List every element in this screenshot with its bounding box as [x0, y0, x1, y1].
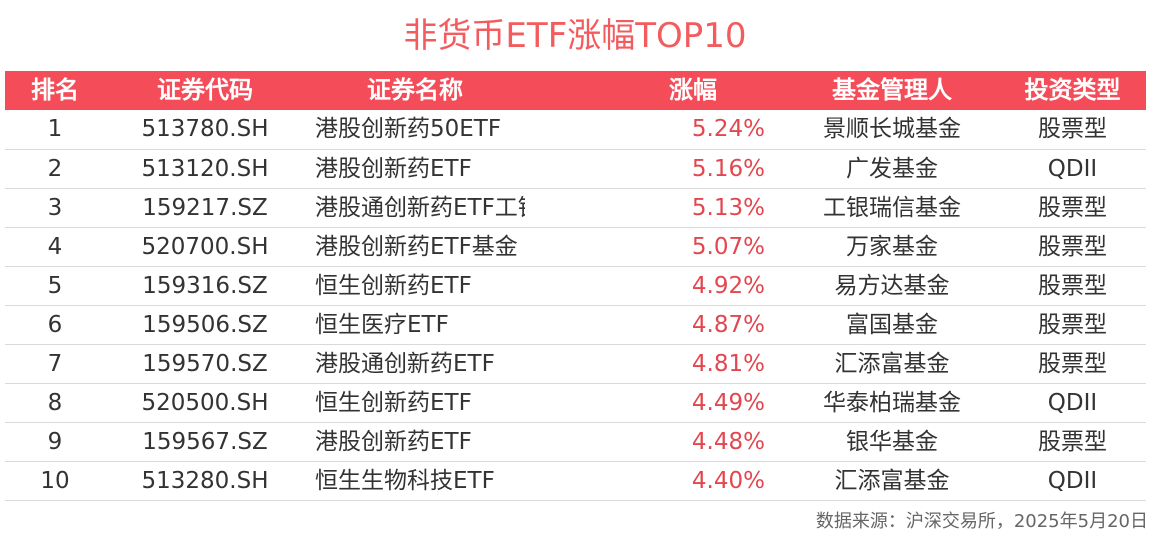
type-cell: 股票型	[999, 110, 1146, 150]
table-row: 2 513120.SH 港股创新药ETF 5.16% 广发基金 QDII	[5, 149, 1146, 189]
table-row: 3 159217.SZ 港股通创新药ETF工银 5.13% 工银瑞信基金 股票型	[5, 188, 1146, 228]
code-cell: 520500.SH	[105, 383, 305, 423]
change-cell: 4.48%	[525, 422, 785, 462]
name-cell: 恒生医疗ETF	[305, 305, 525, 345]
name-cell: 港股创新药ETF	[305, 149, 525, 189]
table-row: 10 513280.SH 恒生生物科技ETF 4.40% 汇添富基金 QDII	[5, 461, 1146, 501]
manager-cell: 工银瑞信基金	[785, 188, 999, 228]
table-row: 4 520700.SH 港股创新药ETF基金 5.07% 万家基金 股票型	[5, 227, 1146, 267]
change-cell: 5.13%	[525, 188, 785, 228]
change-cell: 4.92%	[525, 266, 785, 306]
data-source-note: 数据来源：沪深交易所，2025年5月20日	[815, 511, 1148, 532]
header-manager: 基金管理人	[832, 76, 952, 104]
type-cell: 股票型	[999, 422, 1146, 462]
code-cell: 513120.SH	[105, 149, 305, 189]
header-name: 证券名称	[367, 76, 463, 104]
manager-cell: 银华基金	[785, 422, 999, 462]
code-cell: 513780.SH	[105, 110, 305, 150]
name-cell: 港股创新药ETF基金	[305, 227, 525, 267]
name-cell: 港股通创新药ETF	[305, 344, 525, 384]
header-type: 投资类型	[1024, 76, 1121, 104]
type-cell: 股票型	[999, 305, 1146, 345]
table-row: 1 513780.SH 港股创新药50ETF 5.24% 景顺长城基金 股票型	[5, 110, 1146, 150]
change-cell: 4.40%	[525, 461, 785, 501]
code-cell: 520700.SH	[105, 227, 305, 267]
rank-cell: 1	[5, 110, 105, 150]
manager-cell: 富国基金	[785, 305, 999, 345]
name-cell: 港股创新药50ETF	[305, 110, 525, 150]
page-title: 非货币ETF涨幅TOP10	[403, 16, 747, 56]
table-header: 排名 证券代码 证券名称 涨幅 基金管理人 投资类型	[5, 71, 1146, 110]
etf-ranking-table: 排名 证券代码 证券名称 涨幅 基金管理人 投资类型 1 513780.SH 港股创…	[5, 71, 1146, 501]
manager-cell: 景顺长城基金	[785, 110, 999, 150]
manager-cell: 广发基金	[785, 149, 999, 189]
name-cell: 恒生创新药ETF	[305, 266, 525, 306]
change-cell: 5.24%	[525, 110, 785, 150]
type-cell: 股票型	[999, 227, 1146, 267]
manager-cell: 万家基金	[785, 227, 999, 267]
type-cell: QDII	[999, 149, 1146, 189]
manager-cell: 汇添富基金	[785, 461, 999, 501]
header-rank: 排名	[31, 76, 79, 104]
change-cell: 5.07%	[525, 227, 785, 267]
code-cell: 159567.SZ	[105, 422, 305, 462]
table-row: 5 159316.SZ 恒生创新药ETF 4.92% 易方达基金 股票型	[5, 266, 1146, 306]
header-change: 涨幅	[669, 76, 717, 104]
rank-cell: 4	[5, 227, 105, 267]
code-cell: 513280.SH	[105, 461, 305, 501]
table-row: 9 159567.SZ 港股创新药ETF 4.48% 银华基金 股票型	[5, 422, 1146, 462]
rank-cell: 10	[5, 461, 105, 501]
manager-cell: 汇添富基金	[785, 344, 999, 384]
table-row: 7 159570.SZ 港股通创新药ETF 4.81% 汇添富基金 股票型	[5, 344, 1146, 384]
name-cell: 恒生创新药ETF	[305, 383, 525, 423]
table-body: 1 513780.SH 港股创新药50ETF 5.24% 景顺长城基金 股票型 2 51312…	[5, 110, 1146, 501]
rank-cell: 8	[5, 383, 105, 423]
code-cell: 159316.SZ	[105, 266, 305, 306]
type-cell: QDII	[999, 461, 1146, 501]
rank-cell: 5	[5, 266, 105, 306]
table-row: 6 159506.SZ 恒生医疗ETF 4.87% 富国基金 股票型	[5, 305, 1146, 345]
change-cell: 4.87%	[525, 305, 785, 345]
name-cell: 港股创新药ETF	[305, 422, 525, 462]
name-cell: 恒生生物科技ETF	[305, 461, 525, 501]
manager-cell: 华泰柏瑞基金	[785, 383, 999, 423]
code-cell: 159570.SZ	[105, 344, 305, 384]
header-code: 证券代码	[157, 76, 253, 104]
change-cell: 4.49%	[525, 383, 785, 423]
rank-cell: 7	[5, 344, 105, 384]
table-row: 8 520500.SH 恒生创新药ETF 4.49% 华泰柏瑞基金 QDII	[5, 383, 1146, 423]
change-cell: 5.16%	[525, 149, 785, 189]
change-cell: 4.81%	[525, 344, 785, 384]
manager-cell: 易方达基金	[785, 266, 999, 306]
name-cell: 港股通创新药ETF工银	[305, 188, 525, 228]
rank-cell: 9	[5, 422, 105, 462]
rank-cell: 2	[5, 149, 105, 189]
code-cell: 159506.SZ	[105, 305, 305, 345]
rank-cell: 6	[5, 305, 105, 345]
type-cell: 股票型	[999, 344, 1146, 384]
type-cell: 股票型	[999, 266, 1146, 306]
type-cell: 股票型	[999, 188, 1146, 228]
table-header-row: 排名 证券代码 证券名称 涨幅 基金管理人 投资类型	[5, 71, 1146, 110]
code-cell: 159217.SZ	[105, 188, 305, 228]
rank-cell: 3	[5, 188, 105, 228]
type-cell: QDII	[999, 383, 1146, 423]
